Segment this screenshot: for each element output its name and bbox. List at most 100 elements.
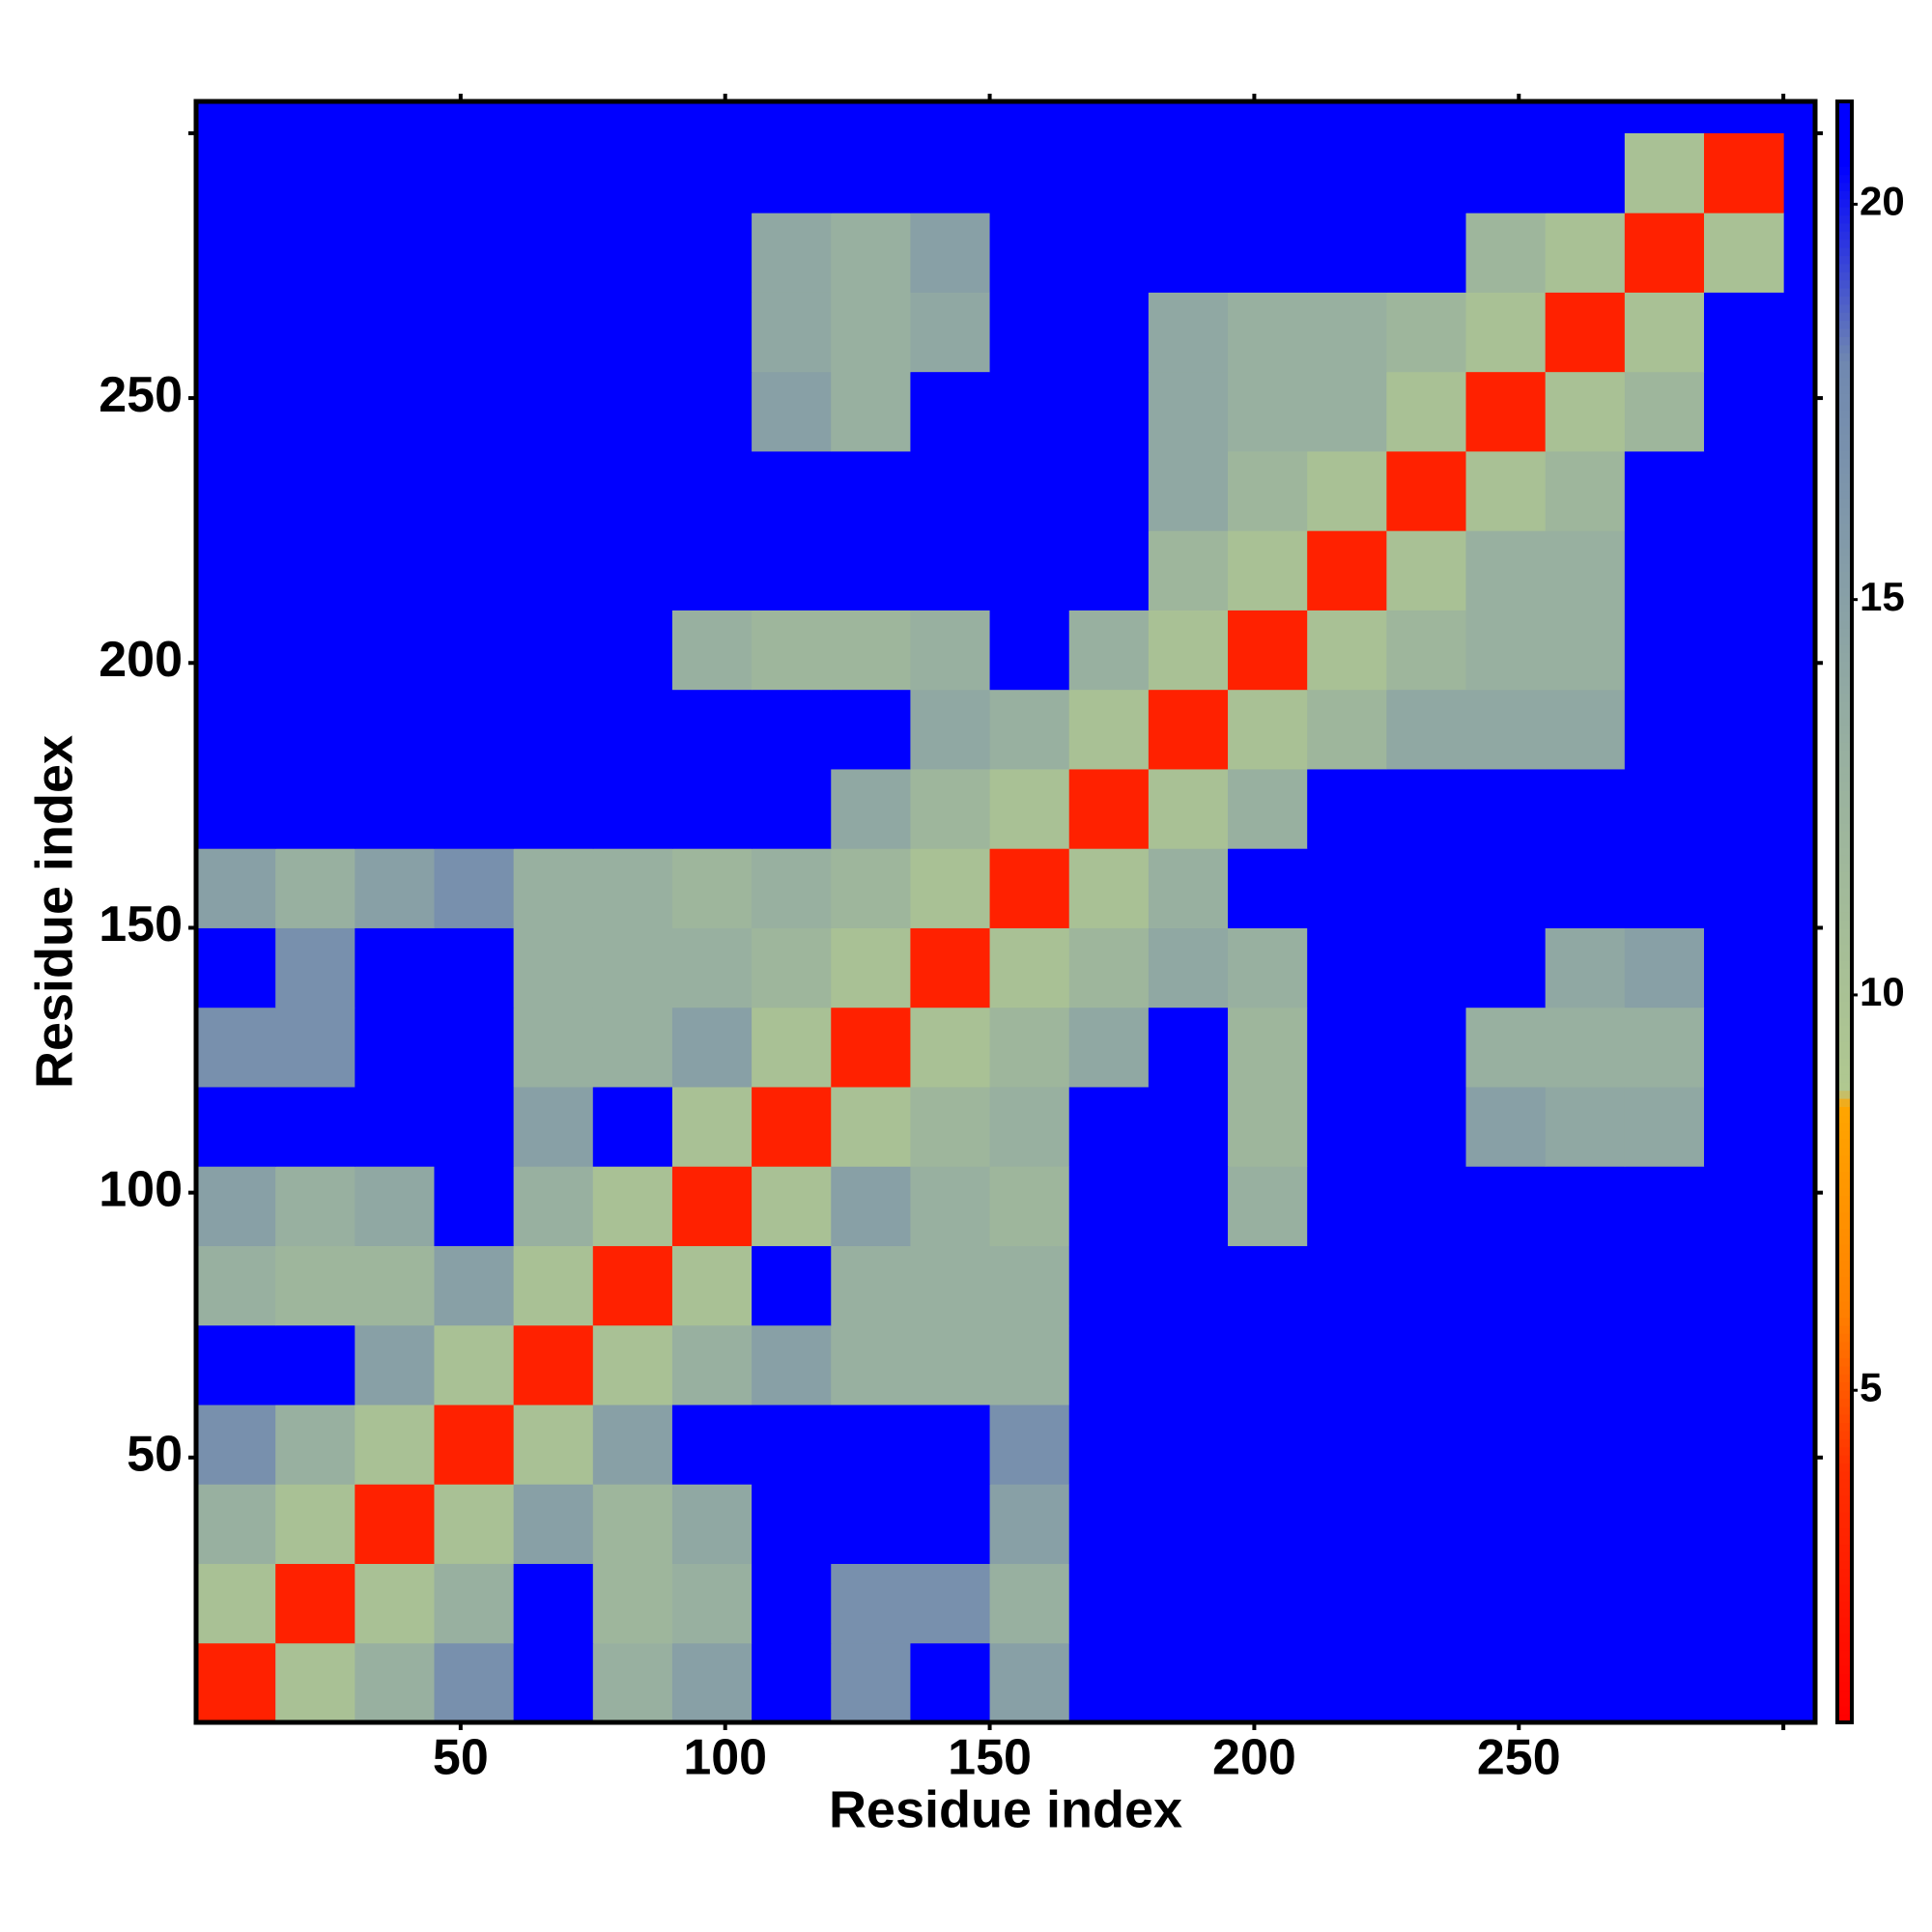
colorbar-segment	[1837, 1350, 1852, 1359]
heat-cell	[434, 1324, 515, 1406]
heat-cell	[1624, 132, 1705, 213]
heat-cell	[355, 132, 435, 213]
heat-cell	[831, 450, 911, 531]
heat-cell	[671, 1245, 753, 1326]
heat-cell	[513, 371, 594, 452]
colorbar-segment	[1837, 263, 1852, 272]
colorbar-segment	[1837, 1276, 1852, 1286]
heat-cell	[1703, 1642, 1784, 1723]
heat-cell	[1148, 213, 1229, 293]
heat-cell	[752, 927, 832, 1009]
heat-cell	[1545, 1245, 1626, 1326]
heat-cell	[910, 689, 991, 770]
heat-cell	[513, 530, 594, 611]
heat-cell	[1307, 450, 1387, 531]
heat-cell	[671, 132, 753, 213]
heat-cell	[513, 768, 594, 849]
heat-cell	[1148, 848, 1229, 928]
heat-cell	[275, 1086, 355, 1167]
heat-cell	[910, 1484, 991, 1564]
heat-cell	[592, 848, 673, 928]
heat-cell	[752, 1563, 832, 1644]
colorbar-segment	[1837, 530, 1852, 540]
heat-cell	[592, 530, 673, 611]
heat-cell	[671, 1007, 753, 1088]
colorbar-segment	[1837, 1446, 1852, 1456]
colorbar-segment	[1837, 1665, 1852, 1675]
heat-cell	[1386, 1484, 1467, 1564]
heat-cell	[1307, 1642, 1387, 1723]
colorbar-segment	[1837, 312, 1852, 322]
heat-cell	[1068, 213, 1150, 293]
x-axis-title: Residue index	[829, 1780, 1182, 1838]
colorbar-segment	[1837, 157, 1852, 167]
heat-cell	[989, 1563, 1070, 1644]
heat-cell	[752, 1245, 832, 1326]
heat-cell	[434, 610, 515, 691]
y-tick-label: 100	[99, 1161, 183, 1217]
heat-cell	[1386, 1007, 1467, 1088]
colorbar-segment	[1837, 377, 1852, 386]
colorbar-segment	[1837, 1065, 1852, 1075]
colorbar-segment	[1837, 141, 1852, 151]
heat-cell	[1465, 1007, 1547, 1088]
heat-cell	[275, 1324, 355, 1406]
heat-cell	[1148, 1166, 1229, 1246]
heat-cell	[1386, 768, 1467, 849]
colorbar-segment	[1837, 611, 1852, 621]
colorbar-segment	[1837, 1114, 1852, 1123]
colorbar-segment	[1837, 1406, 1852, 1415]
heat-cell	[1465, 768, 1547, 849]
heat-cell	[355, 1007, 435, 1088]
heat-cell	[355, 689, 435, 770]
heat-cell	[1465, 213, 1547, 293]
heat-cell	[752, 689, 832, 770]
colorbar-segment	[1837, 1625, 1852, 1634]
colorbar-segment	[1837, 1381, 1852, 1391]
heat-cell	[1228, 450, 1308, 531]
heat-cell	[1465, 1642, 1547, 1723]
colorbar-tick-label: 10	[1860, 969, 1905, 1014]
colorbar-segment	[1837, 198, 1852, 208]
heat-cell	[196, 1324, 276, 1406]
heat-cell	[1307, 292, 1387, 373]
heat-cell	[592, 1642, 673, 1723]
heat-cell	[752, 610, 832, 691]
heat-cell	[1228, 292, 1308, 373]
colorbar-segment	[1837, 190, 1852, 200]
heat-cell	[1703, 1324, 1784, 1406]
heat-cell	[989, 1245, 1070, 1326]
heat-cell	[1148, 1324, 1229, 1406]
heat-cell	[355, 530, 435, 611]
colorbar-segment	[1837, 182, 1852, 191]
colorbar-segment	[1837, 652, 1852, 662]
colorbar-segment	[1837, 619, 1852, 629]
colorbar-segment	[1837, 279, 1852, 289]
heat-cell	[1545, 610, 1626, 691]
colorbar-segment	[1837, 838, 1852, 848]
heat-cell	[434, 1086, 515, 1167]
heat-cell	[196, 848, 276, 928]
heat-cell	[1068, 292, 1150, 373]
heat-cell	[196, 1245, 276, 1326]
x-tick-label: 200	[1212, 1730, 1296, 1786]
heat-cell	[1545, 1642, 1626, 1723]
heat-cell	[1228, 530, 1308, 611]
colorbar-segment	[1837, 984, 1852, 994]
heat-cell	[1068, 1404, 1150, 1485]
colorbar-segment	[1837, 903, 1852, 913]
heat-cell	[1624, 768, 1705, 849]
heat-cell	[910, 132, 991, 213]
heat-cell	[1228, 848, 1308, 928]
heat-cell	[1228, 213, 1308, 293]
heat-cell	[831, 1007, 911, 1088]
heat-cell	[671, 1563, 753, 1644]
heat-cell	[592, 213, 673, 293]
heat-cell	[1068, 1086, 1150, 1167]
heat-cell	[592, 1245, 673, 1326]
heat-cell	[275, 1563, 355, 1644]
heat-cell	[989, 1007, 1070, 1088]
colorbar-segment	[1837, 895, 1852, 905]
colorbar-segment	[1837, 725, 1852, 735]
colorbar-segment	[1837, 207, 1852, 216]
